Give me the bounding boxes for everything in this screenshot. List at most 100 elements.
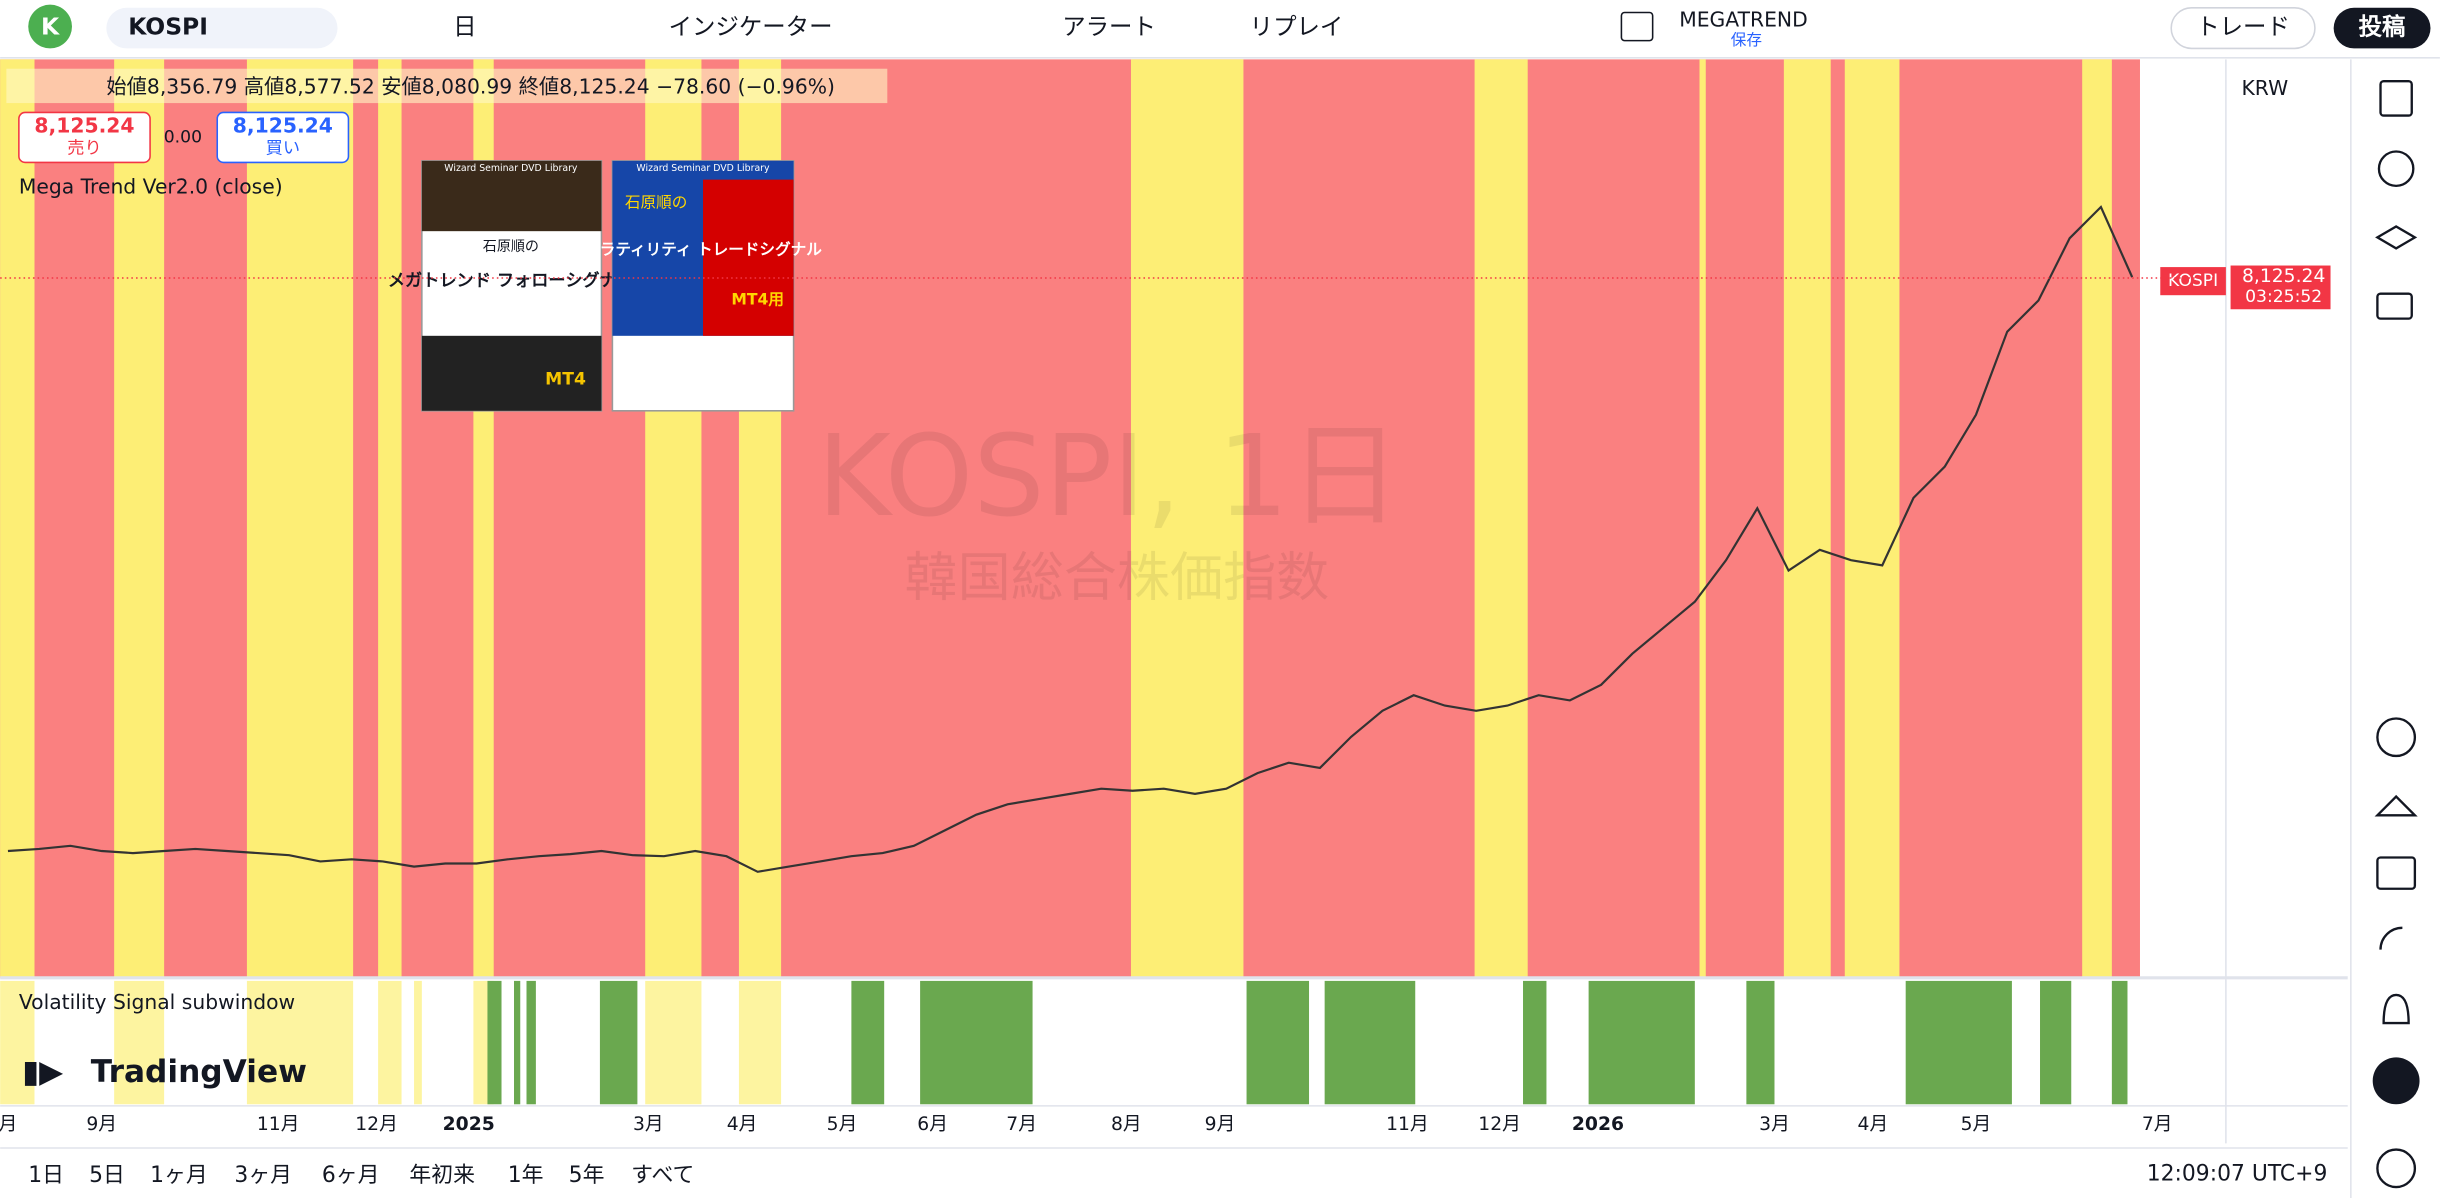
trend-yellow <box>1699 59 1706 978</box>
buy-label: 買い <box>266 138 300 158</box>
x-tick-label: 4月 <box>727 1114 758 1135</box>
alert[interactable]: アラート <box>1062 13 1156 41</box>
avatar-letter: K <box>41 13 60 41</box>
range-bar: 1日 5日 1ヶ月 3ヶ月 6ヶ月 年初来 1年 5年 すべて <box>28 1163 694 1188</box>
trade: トレード <box>2196 13 2290 41</box>
x-tick-label: 8月 <box>1111 1114 1142 1135</box>
book-series: Wizard Seminar DVD Library <box>636 163 770 174</box>
signal-green <box>526 980 536 1105</box>
signal-green <box>920 980 1033 1105</box>
range-button[interactable]: 5年 <box>569 1163 605 1188</box>
signal-green <box>1246 980 1310 1105</box>
range-button[interactable]: 3ヶ月 <box>234 1163 292 1188</box>
sidebar-icons[interactable] <box>2374 80 2418 1189</box>
signal-green <box>514 980 521 1105</box>
watermark-title: KOSPI, 1日 <box>817 411 1401 542</box>
price-line <box>7 205 2134 873</box>
signal-green <box>2111 980 2128 1105</box>
signal-yellow <box>246 980 354 1105</box>
x-tick-label: 9月 <box>1205 1114 1236 1135</box>
subwindow-label: Volatility Signal subwindow <box>19 990 295 1014</box>
trend-yellow <box>1474 59 1528 978</box>
signal-green <box>487 980 502 1105</box>
x-tick-label: 9月 <box>86 1114 117 1135</box>
toolbar <box>0 0 2440 58</box>
currency[interactable]: KRW <box>2242 76 2289 100</box>
layout-name[interactable]: MEGATREND <box>1679 7 1808 31</box>
book-author: 石原順の <box>625 194 687 212</box>
book-cover-1[interactable]: Wizard Seminar DVD Library 石原順の メガトレンド フ… <box>388 160 634 412</box>
book-author: 石原順の <box>483 239 539 255</box>
trend-yellow <box>2082 59 2112 978</box>
price-tag-price: 8,125.24 <box>2242 266 2325 287</box>
book-badge: MT4 <box>545 370 586 390</box>
x-tick-label: 6月 <box>917 1114 948 1135</box>
signal-yellow <box>645 980 702 1105</box>
trend-red <box>0 59 2140 978</box>
x-tick-label: 4月 <box>1858 1114 1889 1135</box>
x-tick-label: 12月 <box>1478 1114 1521 1135</box>
range-button[interactable]: すべて <box>631 1163 694 1188</box>
range-button[interactable]: 1日 <box>28 1163 64 1188</box>
range-button[interactable]: 5日 <box>89 1163 125 1188</box>
signal-yellow <box>378 980 402 1105</box>
time-axis: 月 9月 11月 12月 2025 3月 4月 5月 6月 7月 8月 9月 11月 12月 2026 3月 4… <box>0 1114 2172 1135</box>
trend-yellow <box>0 59 35 978</box>
sell-button[interactable] <box>18 111 151 164</box>
x-tick-label: 7月 <box>1006 1114 1037 1135</box>
buy-price: 8,125.24 <box>233 114 333 138</box>
trend-yellow <box>1844 59 1900 978</box>
indicators[interactable]: インジケーター <box>669 13 833 41</box>
x-tick-label: 11月 <box>257 1114 300 1135</box>
symbol: KOSPI <box>128 13 208 41</box>
price-tag-timer: 03:25:52 <box>2245 287 2322 307</box>
layout-status: 保存 <box>1731 31 1762 49</box>
range-button[interactable]: 6ヶ月 <box>322 1163 380 1188</box>
symbol-search[interactable] <box>106 7 338 49</box>
range-button[interactable]: 年初来 <box>409 1163 475 1188</box>
signal-bands <box>0 59 2140 1105</box>
interval[interactable]: 日 <box>453 13 476 41</box>
book-title: ボラティリティ トレードシグナル <box>584 239 822 258</box>
trend-yellow <box>114 59 165 978</box>
avatar[interactable] <box>28 4 72 49</box>
trade-button[interactable] <box>2170 7 2316 50</box>
x-tick-label: 月 <box>0 1114 17 1135</box>
spread: 0.00 <box>164 127 202 147</box>
signal-green <box>1746 980 1775 1105</box>
x-tick-label: 3月 <box>633 1114 664 1135</box>
signal-green <box>2040 980 2072 1105</box>
sell-price: 8,125.24 <box>34 114 134 138</box>
x-tick-label: 5月 <box>1961 1114 1992 1135</box>
range-button[interactable]: 1年 <box>508 1163 544 1188</box>
trend-yellow <box>1783 59 1831 978</box>
book-cover-2[interactable]: Wizard Seminar DVD Library 石原順の ボラティリティ … <box>584 160 822 412</box>
x-tick-label: 3月 <box>1759 1114 1790 1135</box>
replay[interactable]: リプレイ <box>1250 13 1344 41</box>
sell-label: 売り <box>67 138 101 158</box>
x-tick-label: 2026 <box>1572 1114 1624 1135</box>
apps-button[interactable] <box>2372 1057 2420 1105</box>
publish-button[interactable] <box>2333 7 2431 49</box>
signal-yellow <box>0 980 35 1105</box>
trend-yellow <box>378 59 402 978</box>
price-tag-symbol: KOSPI <box>2168 271 2218 291</box>
tradingview-logo: TradingView <box>91 1054 307 1090</box>
x-tick-label: 7月 <box>2142 1114 2173 1135</box>
range-button[interactable]: 1ヶ月 <box>150 1163 208 1188</box>
signal-yellow <box>414 980 422 1105</box>
book-badge: MT4用 <box>731 290 784 308</box>
svg-text:▮▶: ▮▶ <box>22 1054 63 1090</box>
signal-green <box>1588 980 1695 1105</box>
x-tick-label: 12月 <box>355 1114 398 1135</box>
buy-button[interactable] <box>216 111 350 164</box>
signal-yellow <box>114 980 165 1105</box>
signal-green <box>1523 980 1547 1105</box>
signal-yellow <box>738 980 782 1105</box>
indicator-legend: Mega Trend Ver2.0 (close) <box>19 174 283 198</box>
signal-green <box>1324 980 1416 1105</box>
signal-green <box>599 980 638 1105</box>
trend-yellow <box>1130 59 1244 978</box>
x-tick-label: 11月 <box>1386 1114 1429 1135</box>
